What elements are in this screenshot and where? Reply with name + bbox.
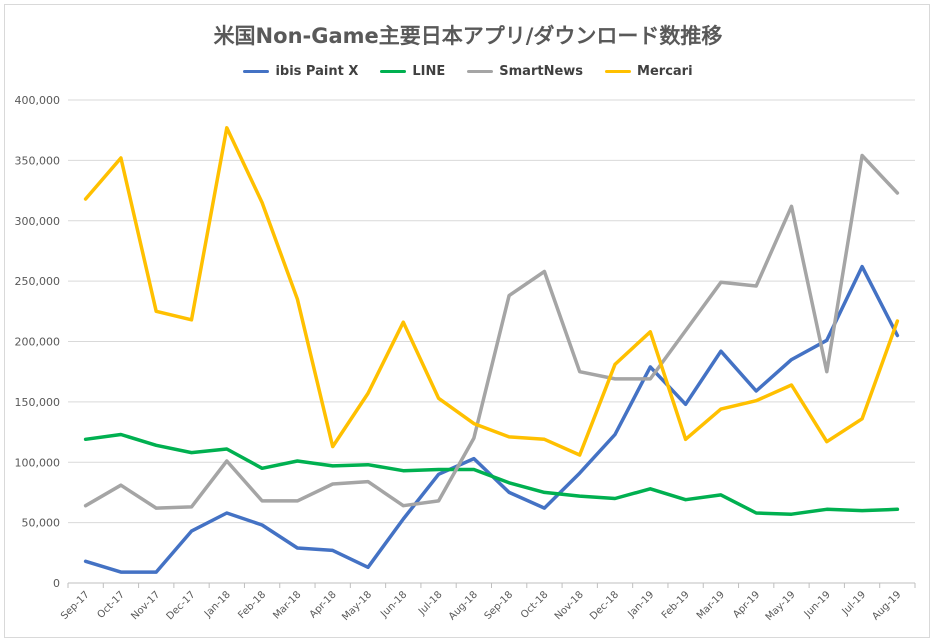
x-tick-label: Dec-17 xyxy=(165,589,198,622)
x-tick-label: Oct-17 xyxy=(96,589,128,621)
x-tick-label: Aug-18 xyxy=(447,589,480,622)
series-line-smartnews xyxy=(83,153,900,510)
x-tick-label: Sep-17 xyxy=(59,589,92,622)
x-tick-label: Jan-18 xyxy=(202,589,233,620)
legend-label: SmartNews xyxy=(499,64,584,79)
y-tick-label: 250,000 xyxy=(15,275,61,288)
y-tick-label: 0 xyxy=(53,577,60,590)
x-tick-label: May-19 xyxy=(764,589,798,623)
chart-title: 米国Non-Game主要日本アプリ/ダウンロード数推移 xyxy=(213,24,723,48)
series-line-line xyxy=(83,432,900,516)
x-tick-label: Mar-19 xyxy=(695,589,727,621)
x-tick-label: Feb-19 xyxy=(660,589,692,621)
series-line-mercari xyxy=(83,126,900,457)
legend-item-ibis-paint-x: ibis Paint X xyxy=(243,64,358,79)
legend-label: Mercari xyxy=(637,64,693,79)
chart-legend: ibis Paint X LINE SmartNews Mercari xyxy=(0,64,936,79)
legend-item-smartnews: SmartNews xyxy=(467,64,583,79)
legend-label: LINE xyxy=(412,64,446,79)
x-tick-label: Nov-17 xyxy=(129,589,162,622)
x-tick-label: Jan-19 xyxy=(625,589,656,620)
y-tick-label: 400,000 xyxy=(15,94,61,107)
legend-swatch xyxy=(380,70,407,73)
y-tick-label: 350,000 xyxy=(15,154,61,167)
x-tick-label: Nov-18 xyxy=(553,589,586,622)
legend-item-mercari: Mercari xyxy=(605,64,693,79)
x-tick-label: Feb-18 xyxy=(236,589,268,621)
series-line-ibis-paint-x xyxy=(83,264,900,574)
legend-swatch xyxy=(605,70,632,73)
y-tick-label: 150,000 xyxy=(15,396,61,409)
x-tick-label: Apr-19 xyxy=(731,589,762,620)
x-tick-label: Jul-18 xyxy=(416,589,445,618)
x-tick-label: Sep-18 xyxy=(483,589,516,622)
legend-item-line: LINE xyxy=(380,64,445,79)
x-tick-label: Mar-18 xyxy=(271,589,303,621)
legend-label: ibis Paint X xyxy=(275,64,359,79)
x-tick-label: Aug-19 xyxy=(870,589,903,622)
x-tick-label: Jun-19 xyxy=(802,589,833,620)
x-tick-label: Oct-18 xyxy=(519,589,551,621)
y-tick-label: 200,000 xyxy=(15,336,61,349)
x-tick-label: Apr-18 xyxy=(308,589,339,620)
legend-swatch xyxy=(243,70,270,73)
x-tick-label: May-18 xyxy=(340,589,374,623)
y-tick-label: 100,000 xyxy=(15,456,61,469)
legend-swatch xyxy=(467,70,494,73)
chart-frame xyxy=(4,4,930,638)
x-tick-label: Jun-18 xyxy=(378,589,409,620)
x-tick-label: Dec-18 xyxy=(588,589,621,622)
y-tick-label: 50,000 xyxy=(22,517,61,530)
y-tick-label: 300,000 xyxy=(15,215,61,228)
x-tick-label: Jul-19 xyxy=(840,589,869,618)
